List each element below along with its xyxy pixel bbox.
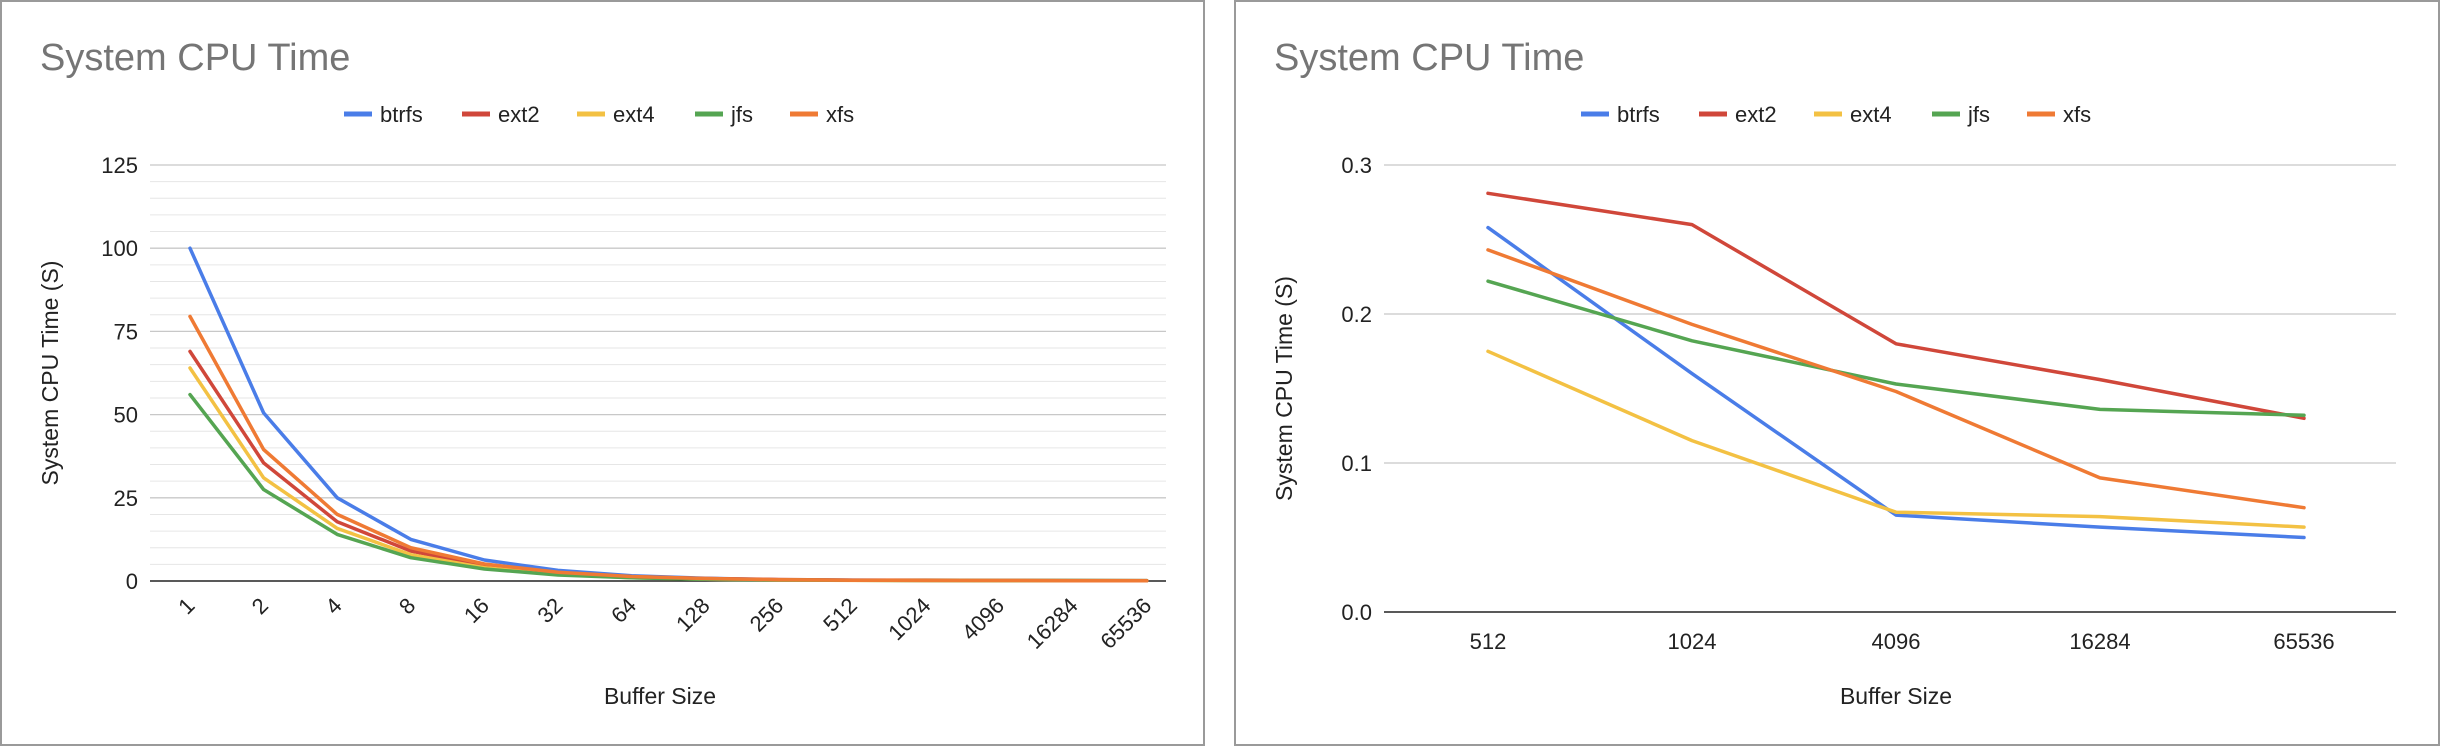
- chart-left-xtick-label: 32: [533, 593, 568, 628]
- chart-left-xtick-label: 1024: [883, 593, 935, 645]
- chart-right-ytick-label: 0.3: [1341, 153, 1372, 178]
- chart-left-y-axis-title: System CPU Time (S): [37, 261, 63, 486]
- chart-left-xtick-label: 256: [745, 593, 789, 637]
- chart-right-ytick-label: 0.0: [1341, 600, 1372, 625]
- chart-left-series-line-jfs: [188, 392, 1149, 583]
- chart-left-legend-label-ext4: ext4: [613, 102, 655, 127]
- chart-panel-right: System CPU Time btrfs ext2 ext4 jfs xfs 0.0 0.1…: [1234, 0, 2440, 746]
- chart-left-xtick-label: 1: [173, 593, 199, 619]
- chart-left-xtick-label: 512: [818, 593, 862, 637]
- chart-left-xtick-label: 128: [671, 593, 715, 637]
- chart-left-ytick-label: 50: [114, 403, 138, 428]
- chart-right-legend-label-ext4: ext4: [1850, 102, 1892, 127]
- chart-right-legend-label-btrfs: btrfs: [1617, 102, 1660, 127]
- chart-left-legend-label-jfs: jfs: [730, 102, 753, 127]
- chart-left-ytick-label: 25: [114, 486, 138, 511]
- chart-left-series-line-ext4: [188, 366, 1149, 583]
- chart-right-ytick-label: 0.2: [1341, 302, 1372, 327]
- chart-right-x-axis-title: Buffer Size: [1840, 683, 1952, 709]
- chart-right-series-line-xfs: [1486, 248, 2306, 510]
- chart-left-xtick-label: 4: [320, 593, 346, 619]
- chart-right-legend-label-jfs: jfs: [1967, 102, 1990, 127]
- chart-left-xtick-label: 4096: [957, 593, 1009, 645]
- chart-left-series-line-xfs: [188, 314, 1149, 583]
- chart-left-title: System CPU Time: [40, 37, 350, 79]
- chart-left-legend-label-ext2: ext2: [498, 102, 540, 127]
- chart-left-series-line-ext2: [188, 349, 1149, 583]
- chart-right-series-line-jfs: [1486, 279, 2306, 418]
- chart-right-xtick-label: 65536: [2273, 629, 2334, 654]
- chart-left-legend-label-xfs: xfs: [826, 102, 854, 127]
- chart-panel-left: System CPU Time btrfs ext2 ext4 jfs xfs 0 25 50 7…: [0, 0, 1205, 746]
- chart-left-xtick-label: 65536: [1095, 593, 1156, 654]
- chart-right-xtick-label: 512: [1470, 629, 1507, 654]
- chart-left-xtick-label: 8: [394, 593, 420, 619]
- chart-left-xtick-label: 16284: [1022, 593, 1083, 654]
- chart-left-xtick-label: 2: [247, 593, 273, 619]
- chart-left-ytick-label: 0: [126, 569, 138, 594]
- chart-left-svg: System CPU Time btrfs ext2 ext4 jfs xfs 0 25 50 7…: [37, 37, 1166, 709]
- chart-left-legend-label-btrfs: btrfs: [380, 102, 423, 127]
- chart-left-xtick-label: 16: [459, 593, 494, 628]
- chart-left-xtick-label: 64: [606, 593, 641, 628]
- chart-right-series-line-ext2: [1486, 191, 2306, 421]
- chart-right-xtick-label: 16284: [2069, 629, 2130, 654]
- chart-right-svg: System CPU Time btrfs ext2 ext4 jfs xfs 0.0 0.1…: [1271, 37, 2396, 709]
- chart-left-x-axis-title: Buffer Size: [604, 683, 716, 709]
- chart-right-series-line-ext4: [1486, 349, 2306, 529]
- chart-right-legend-label-ext2: ext2: [1735, 102, 1777, 127]
- chart-right-legend-label-xfs: xfs: [2063, 102, 2091, 127]
- chart-right-ytick-label: 0.1: [1341, 451, 1372, 476]
- chart-right-series-line-btrfs: [1486, 225, 2306, 540]
- chart-right-y-axis-title: System CPU Time (S): [1271, 276, 1297, 501]
- chart-left-ytick-label: 100: [101, 236, 138, 261]
- chart-right-xtick-label: 4096: [1872, 629, 1921, 654]
- chart-left-ytick-label: 75: [114, 319, 138, 344]
- chart-right-title: System CPU Time: [1274, 37, 1584, 79]
- chart-right-xtick-label: 1024: [1668, 629, 1717, 654]
- chart-left-ytick-label: 125: [101, 153, 138, 178]
